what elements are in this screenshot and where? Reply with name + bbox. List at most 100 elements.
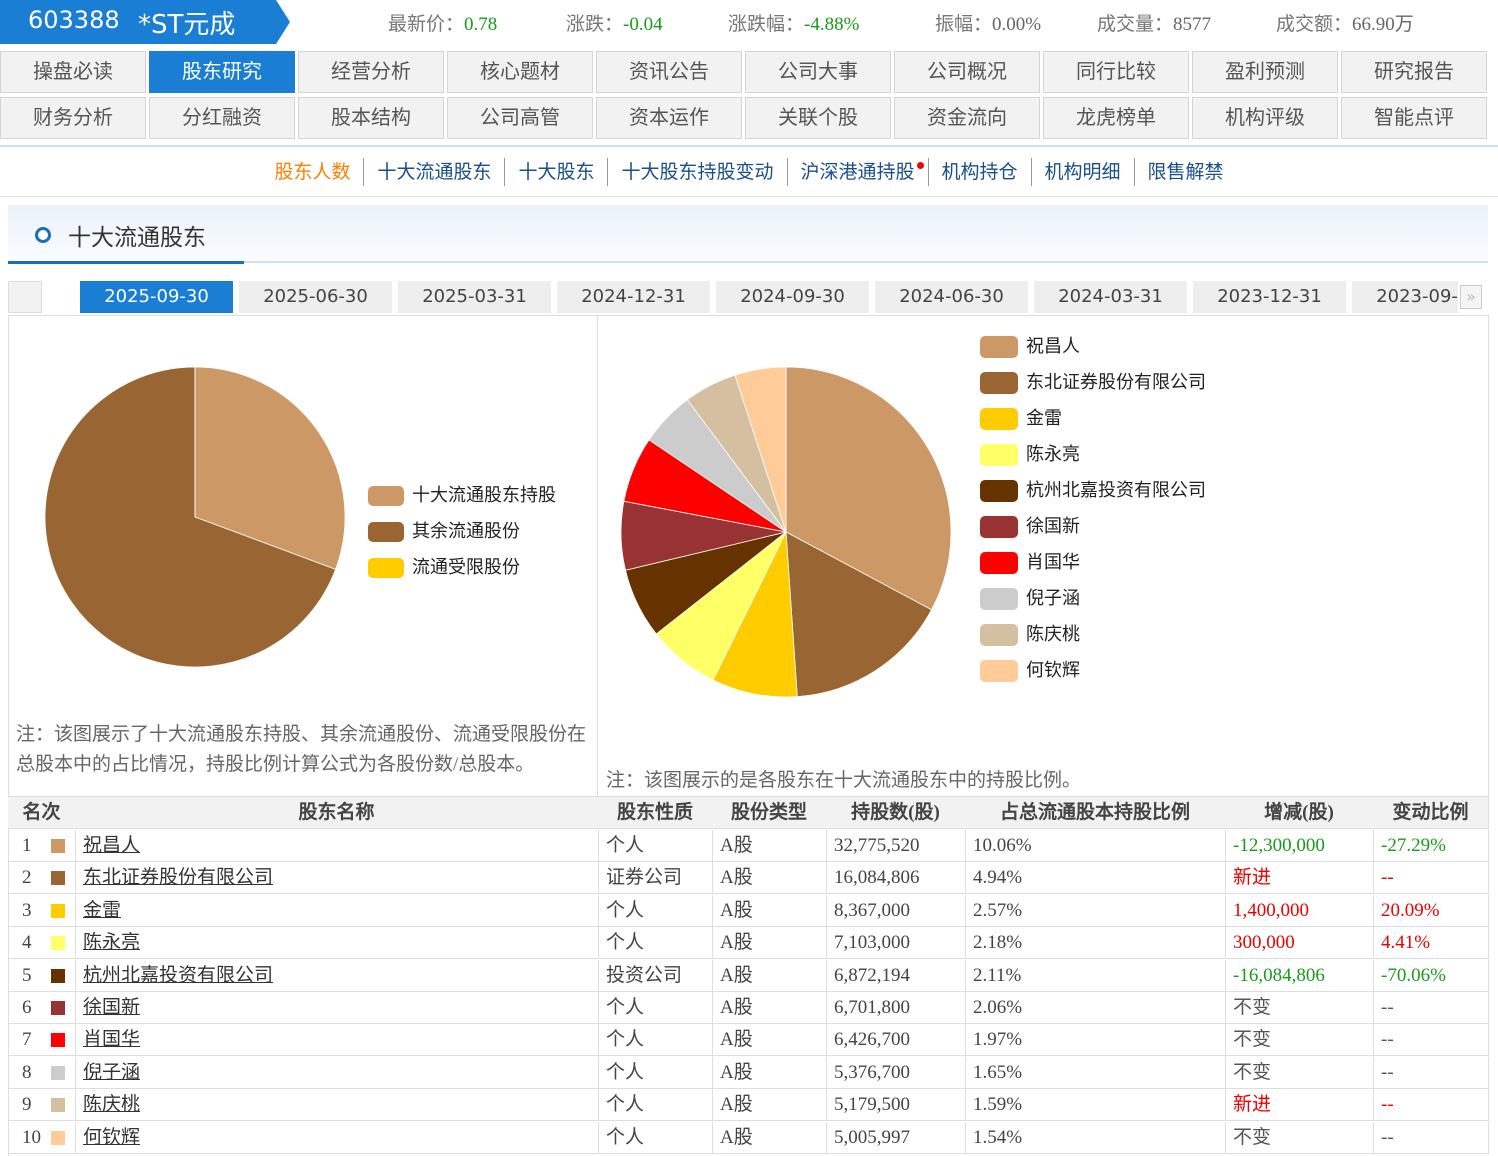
stat-label: 涨跌幅：	[728, 14, 805, 35]
nav-button[interactable]: 分红融资	[149, 97, 295, 139]
holder-name[interactable]: 肖国华	[75, 1024, 599, 1057]
subnav-link[interactable]: 十大股东持股变动	[607, 158, 786, 186]
table-cell: -12,300,000	[1225, 830, 1374, 862]
holder-name[interactable]: 陈永亮	[75, 927, 599, 960]
nav-button[interactable]: 资讯公告	[596, 51, 742, 93]
stat-label: 最新价：	[388, 14, 465, 35]
table-cell: A股	[712, 1089, 827, 1122]
nav-button[interactable]: 经营分析	[298, 51, 444, 93]
table-cell: 5,376,700	[826, 1056, 966, 1089]
subnav-link[interactable]: 机构持仓	[927, 158, 1031, 186]
legend-label: 其余流通股份	[412, 521, 520, 542]
stat: 成交量：8577	[1097, 9, 1211, 36]
table-header: 名次	[8, 797, 76, 829]
nav-button[interactable]: 公司概况	[894, 51, 1040, 93]
subnav-link[interactable]: 机构明细	[1030, 158, 1134, 186]
subnav-link[interactable]: 股东人数	[274, 161, 351, 183]
legend-swatch	[368, 522, 404, 542]
legend-label: 何钦辉	[1026, 660, 1080, 681]
list-icon[interactable]	[8, 281, 42, 313]
date-tab[interactable]: 2025-09-30	[80, 281, 233, 313]
date-tab[interactable]: 2023-09-30	[1352, 281, 1458, 313]
table-cell: 1.65%	[965, 1056, 1226, 1089]
section-header	[8, 205, 1488, 263]
holder-name[interactable]: 金雷	[75, 894, 599, 927]
nav-button[interactable]: 资金流向	[894, 97, 1040, 139]
table-header: 增减(股)	[1225, 797, 1374, 829]
legend-swatch	[980, 480, 1018, 502]
subnav-link[interactable]: 沪深港通持股	[786, 158, 928, 186]
nav-button[interactable]: 公司大事	[745, 51, 891, 93]
table-header: 股东性质	[598, 797, 713, 829]
table-cell: 不变	[1225, 1024, 1374, 1057]
nav-button[interactable]: 财务分析	[0, 97, 146, 139]
holder-name[interactable]: 杭州北嘉投资有限公司	[75, 959, 599, 992]
legend-label: 陈庆桃	[1026, 624, 1080, 645]
stat: 涨跌：-0.04	[566, 9, 663, 36]
legend-swatch	[980, 444, 1018, 466]
date-tab[interactable]: 2023-12-31	[1193, 281, 1346, 313]
date-tab[interactable]: 2024-06-30	[875, 281, 1028, 313]
date-tab[interactable]: 2025-03-31	[398, 281, 551, 313]
nav-button[interactable]: 操盘必读	[0, 51, 146, 93]
date-tab[interactable]: 2024-03-31	[1034, 281, 1187, 313]
legend-swatch	[980, 624, 1018, 646]
row-swatch	[51, 903, 65, 918]
nav-button[interactable]: 关联个股	[745, 97, 891, 139]
subnav-link[interactable]: 十大股东	[504, 158, 607, 186]
nav-button[interactable]: 股本结构	[298, 97, 444, 139]
table-cell: 10.06%	[965, 830, 1226, 862]
holder-name[interactable]: 何钦辉	[75, 1121, 599, 1154]
next-arrow[interactable]: »	[1460, 285, 1482, 309]
nav-button[interactable]: 公司高管	[447, 97, 593, 139]
nav-button[interactable]: 核心题材	[447, 51, 593, 93]
subnav-link[interactable]: 限售解禁	[1133, 158, 1237, 186]
table-cell: 4.41%	[1373, 927, 1489, 960]
table-cell: -27.29%	[1373, 830, 1489, 862]
nav-button[interactable]: 盈利预测	[1192, 51, 1338, 93]
table-cell: 1.97%	[965, 1024, 1226, 1057]
holder-name[interactable]: 倪子涵	[75, 1056, 599, 1089]
date-tab[interactable]: 2024-12-31	[557, 281, 710, 313]
table-cell: 5	[8, 959, 76, 992]
nav-button[interactable]: 资本运作	[596, 97, 742, 139]
table-cell: --	[1373, 1089, 1489, 1122]
table-cell: 个人	[598, 894, 713, 927]
nav-button[interactable]: 机构评级	[1192, 97, 1338, 139]
subnav-divider	[0, 196, 1498, 197]
holder-name[interactable]: 东北证券股份有限公司	[75, 862, 599, 895]
nav-button[interactable]: 研究报告	[1341, 51, 1487, 93]
table-cell: 1.54%	[965, 1121, 1226, 1154]
stat-value: -4.88%	[804, 14, 860, 35]
table-cell: A股	[712, 862, 827, 895]
subnav-link[interactable]: 十大流通股东	[363, 158, 504, 186]
date-tab[interactable]: 2025-06-30	[239, 281, 392, 313]
table-cell: 4.94%	[965, 862, 1226, 895]
date-tab-strip: 2025-09-30 2025-06-30 2025-03-31 2024-12-31…	[0, 0, 1458, 320]
nav-button[interactable]: 同行比较	[1043, 51, 1189, 93]
nav-button[interactable]: 龙虎榜单	[1043, 97, 1189, 139]
holder-name[interactable]: 徐国新	[75, 992, 599, 1024]
holder-name[interactable]: 陈庆桃	[75, 1089, 599, 1122]
chart-divider	[597, 315, 598, 797]
chart-note: 注：该图展示了十大流通股东持股、其余流通股份、流通受限股份在总股本中的占比情况，…	[16, 724, 587, 775]
table-cell: 16,084,806	[826, 862, 966, 895]
date-tab[interactable]: 2024-09-30	[716, 281, 869, 313]
holder-name[interactable]: 祝昌人	[75, 830, 599, 862]
stat: 最新价：0.78	[388, 9, 497, 36]
table-cell: 2.11%	[965, 959, 1226, 992]
table-cell: 5,005,997	[826, 1121, 966, 1154]
table-cell: 300,000	[1225, 927, 1374, 960]
table-cell: 投资公司	[598, 959, 713, 992]
table-cell: 8,367,000	[826, 894, 966, 927]
chart-note: 注：该图展示的是各股东在十大流通股东中的持股比例。	[606, 770, 1082, 791]
stat-value: 0.78	[464, 14, 498, 35]
table-cell: 7,103,000	[826, 927, 966, 960]
table: 名次 股东名称 股东性质 股份类型 持股数(股) 占总流通股本持股比例 增减(股) 变动比例 1…	[0, 797, 1498, 1156]
legend-label: 金雷	[1026, 408, 1062, 429]
nav-button[interactable]: 智能点评	[1341, 97, 1487, 139]
nav-button[interactable]: 股东研究	[149, 51, 295, 93]
table-cell: 新进	[1225, 862, 1374, 895]
table-cell: 新进	[1225, 1089, 1374, 1122]
